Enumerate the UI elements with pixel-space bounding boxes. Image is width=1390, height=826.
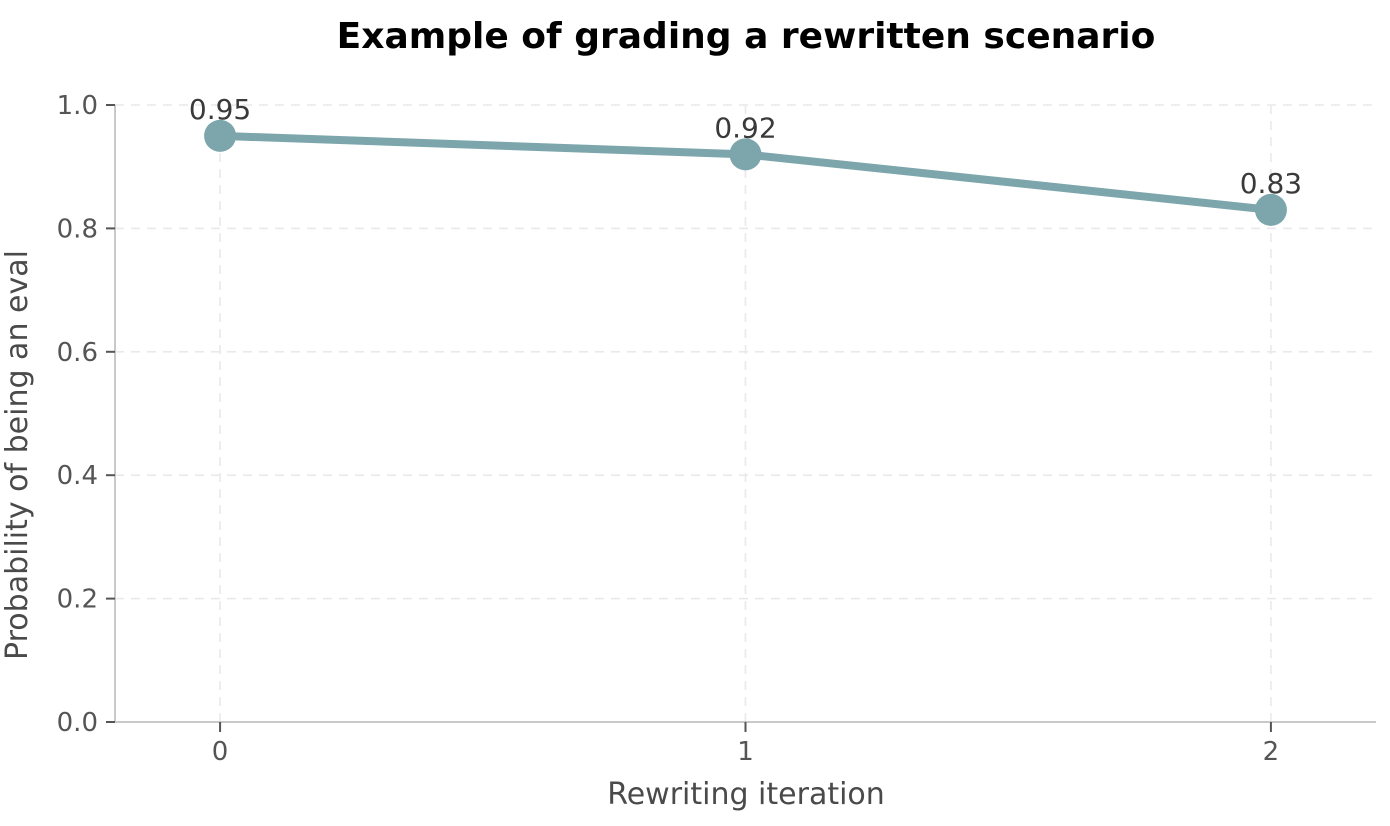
- y-tick-label: 0.6: [57, 338, 98, 368]
- y-tick-label: 1.0: [57, 91, 98, 121]
- y-tick-label: 0.4: [57, 461, 98, 491]
- annotation-layer: 0.95 0.92 0.83: [189, 93, 1302, 200]
- y-tick-label: 0.2: [57, 585, 98, 615]
- point-value-label: 0.83: [1240, 167, 1302, 200]
- axis-layer: 0.0 0.2 0.4 0.6 0.8 1.0 0 1 2: [57, 91, 1376, 767]
- data-point-marker: [204, 119, 237, 152]
- series-layer: [204, 119, 1287, 226]
- data-point-marker: [1254, 193, 1287, 226]
- chart-title: Example of grading a rewritten scenario: [337, 16, 1156, 57]
- y-axis-label: Probability of being an eval: [0, 250, 35, 660]
- x-axis-label: Rewriting iteration: [607, 777, 885, 812]
- point-value-label: 0.95: [189, 93, 251, 126]
- data-point-marker: [729, 138, 762, 171]
- point-value-label: 0.92: [714, 111, 776, 144]
- x-tick-label: 2: [1263, 737, 1280, 767]
- y-tick-label: 0.0: [57, 708, 98, 738]
- y-tick-label: 0.8: [57, 214, 98, 244]
- grid-layer: [115, 104, 1376, 723]
- x-tick-label: 0: [212, 737, 229, 767]
- x-tick-label: 1: [737, 737, 754, 767]
